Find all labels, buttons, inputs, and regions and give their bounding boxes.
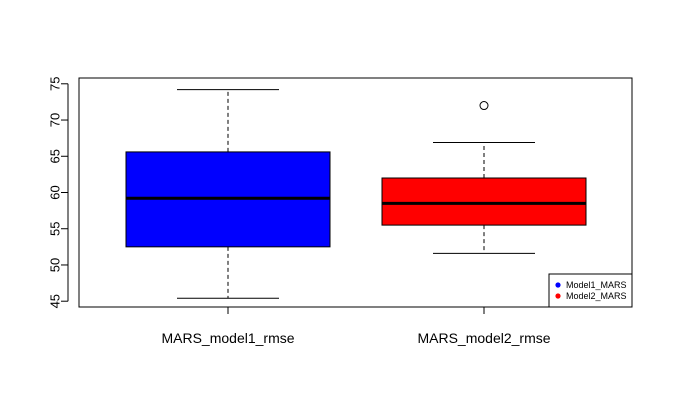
outlier-point (479, 101, 489, 111)
y-tick-label: 70 (48, 113, 63, 127)
y-tick-label: 50 (48, 258, 63, 272)
iqr-box (381, 177, 587, 226)
legend-swatch (555, 293, 561, 299)
boxes (125, 89, 587, 299)
box-2 (381, 101, 587, 254)
y-tick-label: 60 (48, 185, 63, 199)
y-tick-label: 55 (48, 221, 63, 235)
legend-swatch (555, 282, 561, 288)
y-axis: 45 50 55 60 65 70 75 (48, 77, 69, 308)
legend-label: Model1_MARS (566, 280, 627, 290)
legend-box (548, 273, 633, 308)
x-axis: MARS_model1_rmse MARS_model2_rmse (161, 307, 551, 346)
y-tick-label: 75 (48, 77, 63, 91)
y-tick-label: 45 (48, 294, 63, 308)
x-tick-label: MARS_model1_rmse (161, 330, 294, 346)
legend-label: Model2_MARS (566, 291, 627, 301)
plot-frame (78, 77, 633, 308)
box-1 (125, 89, 331, 299)
y-tick-label: 65 (48, 149, 63, 163)
x-tick-label: MARS_model2_rmse (417, 330, 550, 346)
